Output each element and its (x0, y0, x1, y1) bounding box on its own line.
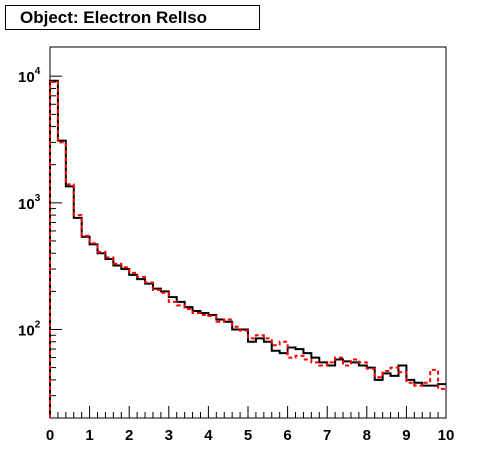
x-axis-tick-labels: 0 1 2 3 4 5 6 7 8 9 10 (46, 427, 455, 444)
y-tick-label: 102 (18, 319, 41, 339)
x-tick-label: 6 (283, 427, 291, 444)
histogram-line-dashed (49, 80, 446, 418)
x-axis-ticks (49, 406, 447, 418)
x-tick-label: 8 (363, 427, 371, 444)
y-axis-tick-labels: 102 103 104 (18, 66, 41, 339)
plot-frame (49, 46, 447, 419)
x-tick-label: 2 (125, 427, 133, 444)
x-tick-label: 10 (438, 427, 455, 444)
x-tick-label: 3 (165, 427, 173, 444)
x-tick-label: 5 (244, 427, 252, 444)
x-tick-label: 1 (85, 427, 93, 444)
histogram-series (49, 79, 446, 418)
x-tick-label: 7 (323, 427, 331, 444)
y-tick-label: 104 (18, 66, 41, 86)
x-tick-label: 4 (204, 427, 213, 444)
x-tick-label: 9 (402, 427, 410, 444)
chart-title: Object: Electron RelIso (5, 5, 260, 30)
x-tick-label: 0 (46, 427, 54, 444)
y-tick-label: 103 (18, 193, 41, 213)
